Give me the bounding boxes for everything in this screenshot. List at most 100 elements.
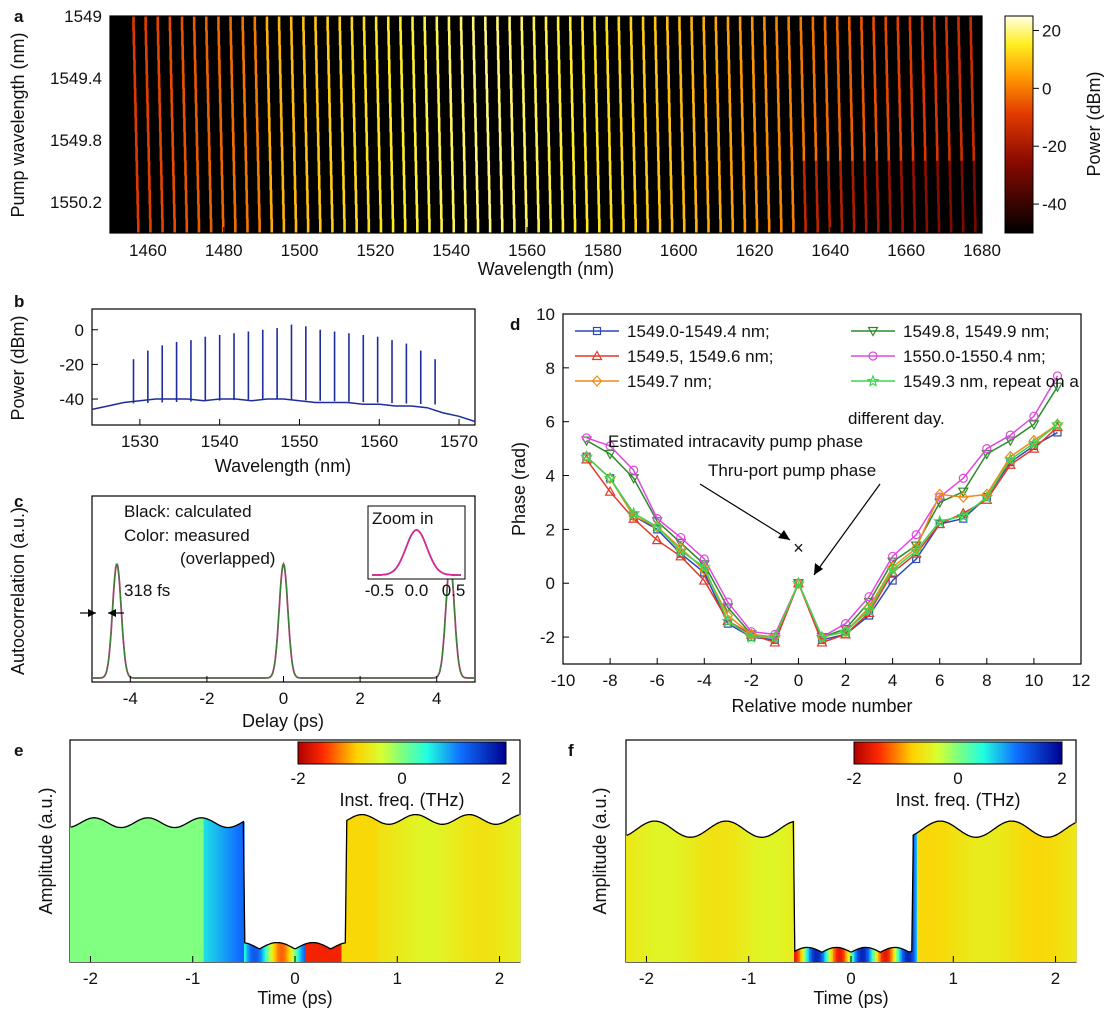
panel-b: 1530 1540 1550 1560 1570 0-20-40 Wavelength … — [8, 308, 478, 476]
panel-a-comb-line — [439, 175, 442, 191]
panel-f-slice — [983, 835, 986, 962]
panel-e-slice — [229, 827, 232, 962]
panel-a-comb-line — [707, 218, 710, 233]
panel-f-slice — [1017, 822, 1020, 962]
panel-f-slice — [818, 950, 821, 962]
panel-f-slice — [990, 831, 993, 962]
panel-a-comb-line — [181, 30, 184, 46]
panel-e-slice — [434, 822, 437, 962]
panel-a-comb-line — [839, 160, 842, 176]
panel-d-data-point — [791, 576, 805, 590]
panel-f-slice — [845, 949, 848, 962]
panel-e-slice — [317, 943, 320, 962]
panel-d-data-point — [816, 636, 828, 647]
panel-f-slice — [777, 830, 780, 962]
panel-a-comb-line — [632, 131, 635, 147]
panel-e-slice — [263, 946, 266, 962]
panel-a-comb-line — [788, 73, 792, 89]
panel-f-slice — [905, 950, 908, 962]
panel-d-annotation-intracavity: Estimated intracavity pump phase — [608, 432, 863, 451]
panel-d-data-point — [675, 550, 687, 561]
panel-a-comb-line — [874, 117, 878, 133]
panel-d-x-tick-label: 8 — [982, 671, 991, 690]
panel-a-comb-line — [355, 218, 358, 233]
panel-e-slice — [428, 819, 431, 962]
panel-f-slice — [879, 952, 882, 962]
panel-a-comb-line — [400, 59, 403, 75]
panel-e-slice — [304, 944, 307, 962]
panel-f-slice — [837, 947, 840, 962]
panel-a-comb-line — [233, 175, 236, 191]
panel-f-slice — [1014, 821, 1017, 962]
panel-a-x-tick-label: 1640 — [811, 241, 849, 260]
panel-a-comb-line — [375, 59, 379, 75]
panel-a-comb-line — [789, 117, 793, 133]
panel-a-comb-line — [730, 160, 733, 176]
panel-e-slice — [151, 818, 154, 962]
panel-a-comb-line — [488, 189, 491, 205]
panel-a-comb-line — [244, 146, 248, 162]
panel-a-comb-line — [901, 218, 904, 233]
panel-f-slice — [707, 829, 710, 962]
panel-f-slice — [776, 831, 779, 962]
panel-a-comb-line — [172, 175, 175, 191]
panel-a-comb-line — [353, 146, 357, 162]
panel-a-comb-line — [706, 189, 710, 205]
panel-a-comb-line — [135, 160, 139, 176]
panel-f-slice — [971, 836, 974, 962]
panel-a-comb-line — [643, 88, 647, 104]
panel-a-comb-line — [729, 146, 733, 162]
panel-f-slice — [848, 951, 851, 962]
panel-a-comb-line — [391, 189, 394, 205]
panel-a-comb-line — [813, 102, 817, 118]
panel-a-comb-line — [973, 175, 976, 191]
panel-a-comb-line — [655, 73, 658, 89]
panel-a-comb-line — [509, 59, 512, 75]
panel-f-envelope — [626, 820, 1076, 954]
panel-e-slice — [161, 823, 164, 962]
panel-a-comb-line — [690, 30, 694, 46]
panel-d-data-point — [581, 433, 592, 443]
panel-d-data-point — [769, 636, 781, 647]
panel-e-slice — [499, 823, 502, 962]
panel-a-comb-line — [194, 102, 198, 118]
panel-e-slice — [398, 821, 401, 962]
panel-a-comb-line — [269, 175, 273, 191]
panel-f-slice — [825, 950, 828, 962]
panel-a-comb-line — [207, 117, 210, 133]
panel-a-comb-line — [257, 204, 261, 220]
panel-a-comb-line — [232, 160, 236, 176]
panel-a-comb-line — [718, 204, 722, 220]
panel-a-comb-line — [545, 44, 548, 60]
panel-f-slice — [695, 836, 698, 962]
panel-a-y-tick-label: 1549.8 — [50, 131, 102, 150]
panel-f-colorbar-tick-min: -2 — [846, 769, 861, 788]
panel-a-comb-line — [618, 59, 622, 75]
panel-e-slice — [175, 827, 178, 962]
panel-a-comb-line — [912, 160, 915, 176]
panel-a-comb-line — [909, 44, 912, 60]
panel-a-comb-line — [254, 73, 258, 89]
panel-a-comb-line — [461, 73, 464, 89]
panel-a-comb-line — [413, 117, 417, 133]
panel-f-slice — [638, 827, 641, 962]
panel-a-comb-line — [180, 16, 184, 32]
panel-letter-a: a — [14, 7, 24, 26]
panel-a-comb-line — [925, 218, 929, 233]
panel-a-comb-line — [244, 131, 247, 147]
panel-e-slice — [406, 816, 409, 962]
panel-a-comb-line — [266, 44, 269, 60]
panel-a-comb-line — [500, 189, 503, 205]
panel-a-comb-line — [485, 59, 488, 75]
panel-a-comb-line — [681, 175, 685, 191]
panel-a-comb-line — [265, 16, 269, 32]
panel-e-slice — [248, 944, 251, 962]
panel-a-comb-line — [799, 30, 803, 46]
panel-e-slice — [410, 815, 413, 962]
panel-a-comb-line — [777, 102, 780, 118]
panel-a-comb-line — [511, 146, 514, 162]
panel-a-comb-line — [208, 175, 212, 191]
panel-a-comb-line — [852, 218, 856, 233]
panel-a-comb-line — [657, 189, 661, 205]
panel-a-comb-line — [654, 30, 657, 46]
